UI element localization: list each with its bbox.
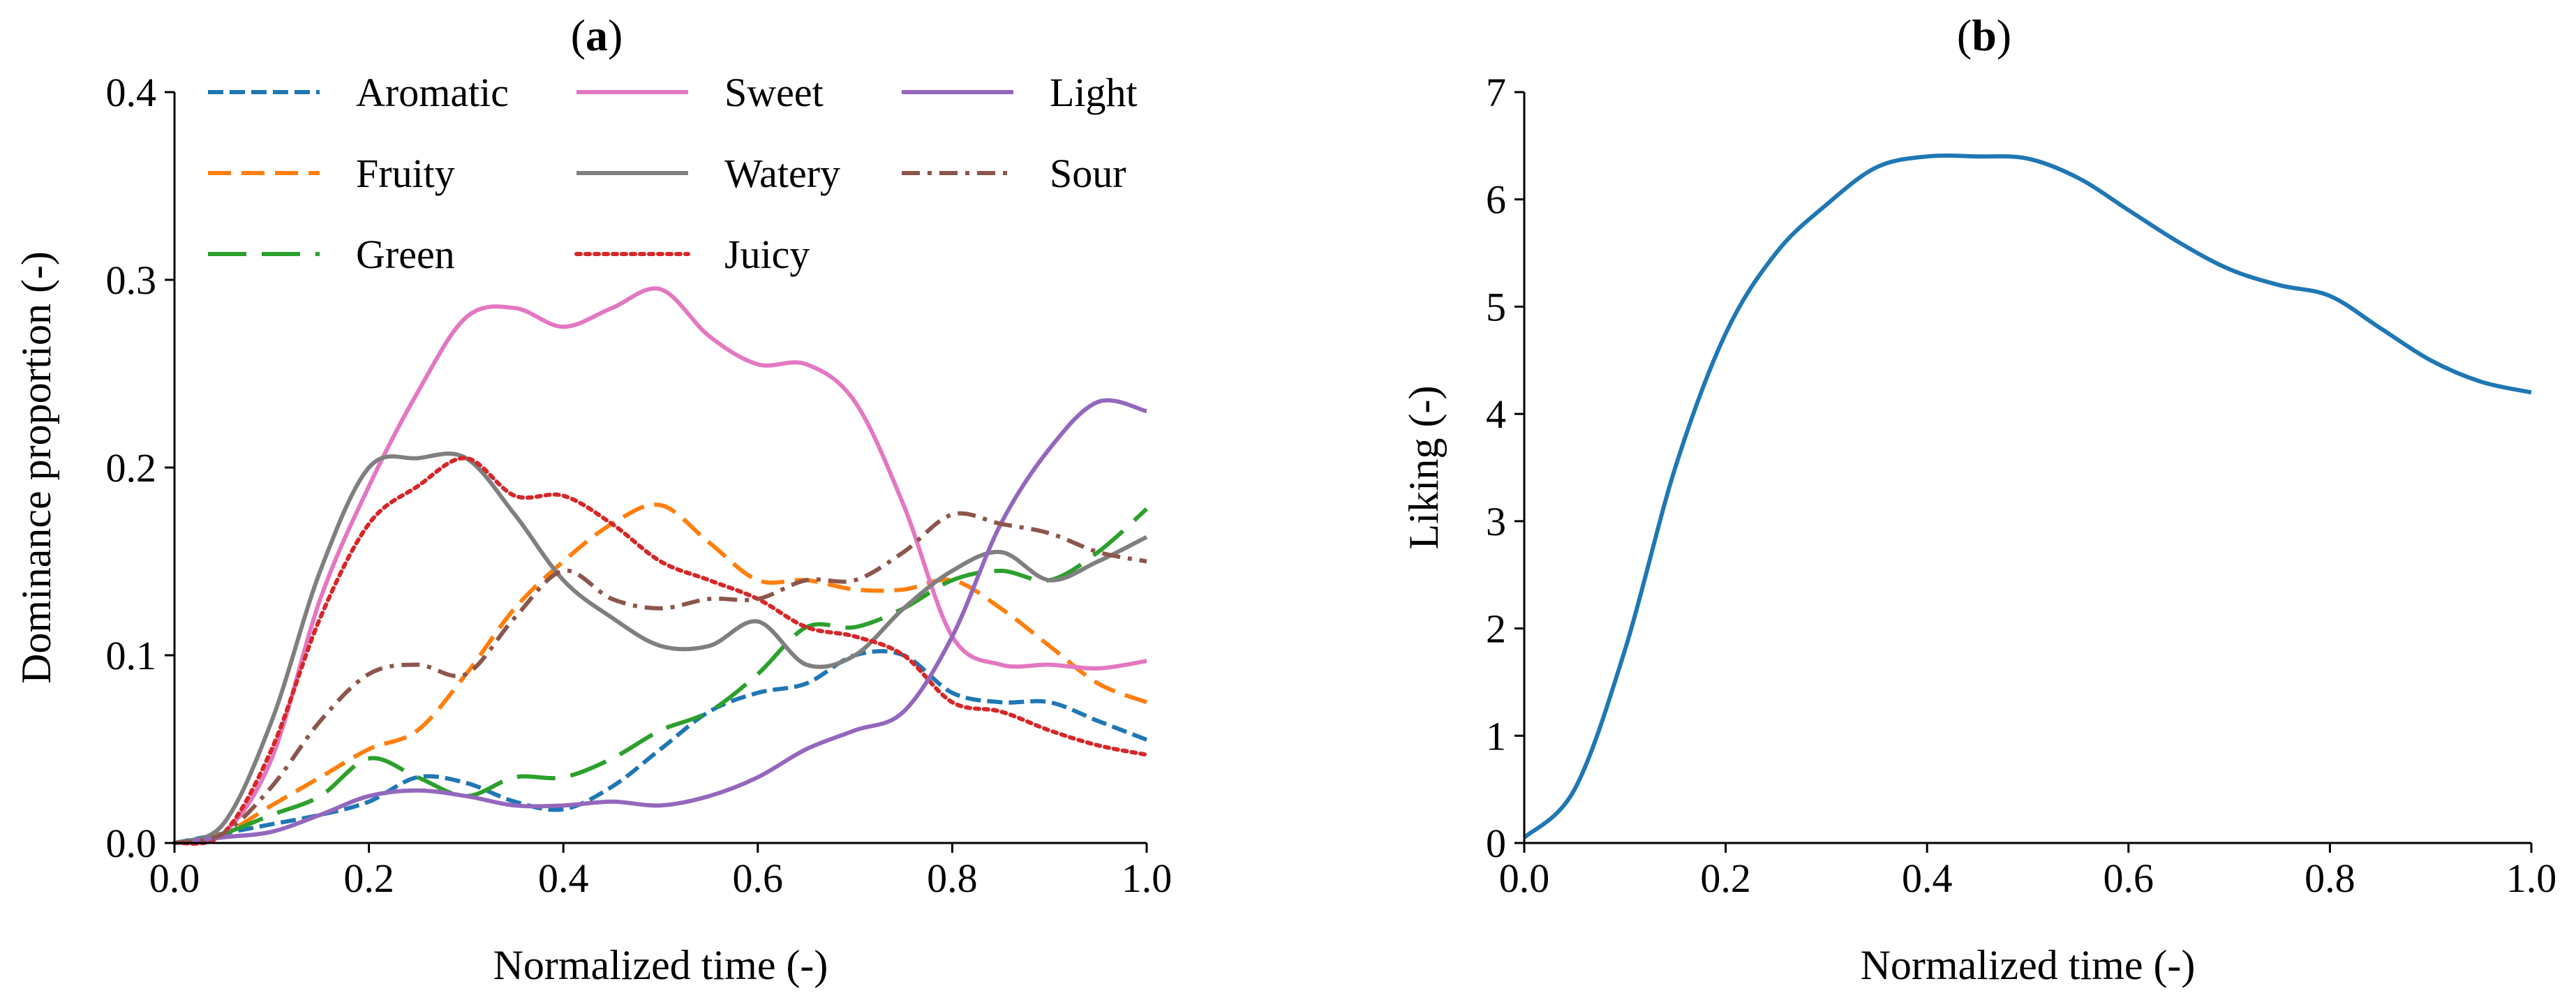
legend-item-aromatic: Aromatic xyxy=(208,70,509,115)
x-tick-label: 0.2 xyxy=(1700,856,1751,901)
legend-item-fruity: Fruity xyxy=(208,151,455,196)
y-tick-label: 0.4 xyxy=(106,70,157,115)
y-tick-label: 0 xyxy=(1486,821,1506,866)
panel-title: (a) xyxy=(571,10,623,60)
legend-label: Fruity xyxy=(356,151,455,196)
panel-a-chart: 0.0 0.2 0.4 0.6 0.8 1.0 0.0 0.1 0.2 0.3 0.4 Normali… xyxy=(13,10,1172,988)
legend-label: Green xyxy=(356,232,455,277)
series-line-watery xyxy=(173,452,1148,845)
y-axis-label: Dominance proportion (-) xyxy=(13,251,59,684)
legend-item-watery: Watery xyxy=(576,151,840,196)
series-line-sweet xyxy=(174,286,1147,846)
y-tick-label: 0.3 xyxy=(106,258,157,303)
x-tick-label: 1.0 xyxy=(1122,856,1172,901)
x-axis-label: Normalized time (-) xyxy=(493,942,828,988)
x-tick-label: 0.2 xyxy=(343,856,394,901)
x-axis-label: Normalized time (-) xyxy=(1861,942,2196,988)
series-line-aromatic xyxy=(174,649,1148,845)
legend-label: Sweet xyxy=(724,70,824,115)
x-tick-label: 0.0 xyxy=(1499,856,1550,901)
legend-label: Juicy xyxy=(724,232,810,277)
x-tick-label: 0.8 xyxy=(2305,856,2355,901)
legend-label: Sour xyxy=(1050,151,1126,196)
x-tick-label: 0.6 xyxy=(733,856,784,901)
x-tick-label: 0.6 xyxy=(2104,856,2154,901)
series-line-sour xyxy=(174,511,1147,845)
panel-b-chart: 0.0 0.2 0.4 0.6 0.8 1.0 0 1 2 3 4 5 6 7 Normalized tim… xyxy=(1401,10,2556,988)
y-tick-label: 2 xyxy=(1486,606,1506,652)
x-tick-label: 0.4 xyxy=(538,856,589,901)
legend-item-green: Green xyxy=(208,232,455,277)
x-tick-label: 0.4 xyxy=(1902,856,1953,901)
y-tick-label: 0.1 xyxy=(106,633,157,678)
series-line-light xyxy=(174,398,1147,845)
legend-label: Aromatic xyxy=(356,70,509,115)
legend-label: Light xyxy=(1050,70,1138,115)
legend-item-light: Light xyxy=(902,70,1138,115)
series-line-juicy xyxy=(172,456,1149,846)
y-tick-label: 3 xyxy=(1486,499,1506,544)
y-axis-label: Liking (-) xyxy=(1401,386,1447,550)
panel-title: (b) xyxy=(1957,10,2011,60)
legend: Aromatic Fruity Green Sweet Watery Juicy Light… xyxy=(208,70,1138,277)
x-tick-label: 0.8 xyxy=(927,856,978,901)
y-tick-label: 4 xyxy=(1486,391,1506,437)
legend-label: Watery xyxy=(724,151,840,196)
y-tick-label: 5 xyxy=(1486,284,1506,329)
series-line-fruity xyxy=(174,502,1148,845)
x-tick-label: 0.0 xyxy=(149,856,200,901)
y-tick-label: 6 xyxy=(1486,177,1506,223)
x-tick-label: 1.0 xyxy=(2506,856,2557,901)
y-tick-label: 1 xyxy=(1486,713,1506,759)
y-tick-label: 0.2 xyxy=(106,445,157,491)
legend-item-sour: Sour xyxy=(902,151,1126,196)
legend-item-juicy: Juicy xyxy=(574,232,810,277)
series-line-liking xyxy=(1522,153,2532,839)
y-tick-label: 0.0 xyxy=(106,821,157,866)
legend-item-sweet: Sweet xyxy=(576,70,824,115)
series-line-green xyxy=(174,507,1148,845)
y-tick-label: 7 xyxy=(1486,70,1506,115)
